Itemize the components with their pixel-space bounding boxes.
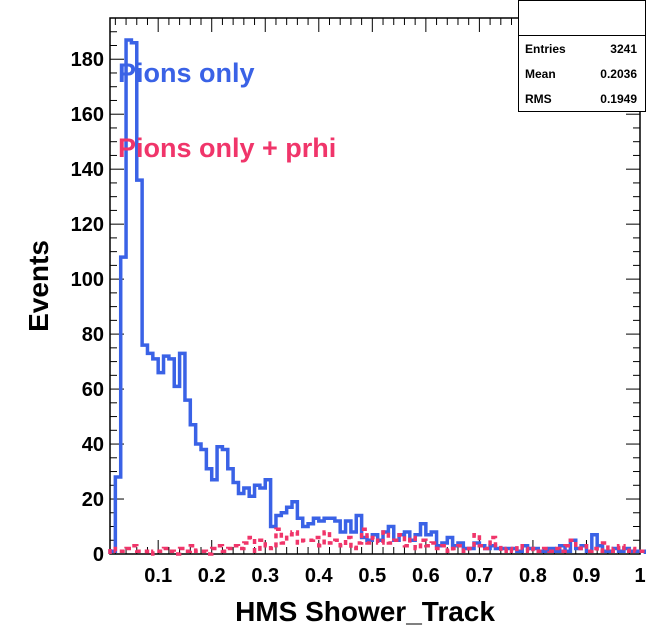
y-axis-label: Events [23, 240, 54, 332]
y-tick-label: 160 [71, 104, 104, 126]
stats-value: 0.1949 [600, 91, 637, 106]
stats-title [519, 1, 645, 36]
series-line-pions-only [108, 38, 646, 554]
y-tick-label: 80 [82, 324, 104, 346]
legend-pions-prhi: Pions only + prhi [118, 133, 336, 163]
stats-row-mean: Mean 0.2036 [519, 61, 645, 86]
y-tick-label: 20 [82, 489, 104, 511]
x-axis-label: HMS Shower_Track [235, 596, 495, 627]
stats-box: Entries 3241 Mean 0.2036 RMS 0.1949 [518, 0, 646, 112]
x-tick-label: 0.1 [144, 565, 172, 587]
y-tick-label: 180 [71, 49, 104, 71]
legend-pions-only: Pions only [118, 58, 255, 88]
y-tick-label: 100 [71, 269, 104, 291]
stats-row-entries: Entries 3241 [519, 36, 645, 61]
x-tick-label: 0.6 [412, 565, 440, 587]
plot-frame [109, 17, 641, 555]
tick-labels: 0.1 0.2 0.3 0.4 0.5 0.6 0.7 0.8 0.9 1 0 20 40 60 80 100… [71, 49, 646, 587]
x-tick-label: 0.5 [358, 565, 386, 587]
stats-label: Entries [525, 41, 566, 56]
x-tick-label: 0.2 [198, 565, 226, 587]
y-tick-label: 140 [71, 159, 104, 181]
x-tick-label: 0.7 [465, 565, 493, 587]
x-tick-label: 0.8 [519, 565, 547, 587]
x-tick-label: 0.4 [305, 565, 334, 587]
x-tick-label: 0.3 [251, 565, 279, 587]
x-tick-label: 0.9 [573, 565, 601, 587]
y-tick-label: 0 [93, 544, 104, 566]
stats-label: Mean [525, 66, 556, 81]
stats-value: 0.2036 [600, 66, 637, 81]
y-tick-label: 120 [71, 214, 104, 236]
x-tick-label: 1 [634, 565, 645, 587]
stats-label: RMS [525, 91, 552, 106]
y-tick-label: 60 [82, 379, 104, 401]
series-layer [108, 38, 646, 556]
series-line-pions-prhi [108, 527, 646, 556]
stats-value: 3241 [610, 41, 637, 56]
y-tick-label: 40 [82, 434, 104, 456]
axis-ticks [110, 17, 641, 555]
stats-row-rms: RMS 0.1949 [519, 86, 645, 111]
